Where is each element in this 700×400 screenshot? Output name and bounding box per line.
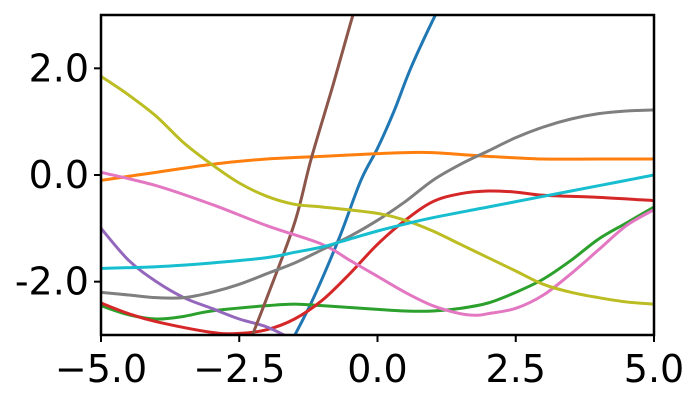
series-line-8 <box>101 108 654 300</box>
tick-layer: −5.0 −2.5 0.0 2.5 5.0 2.0 0.0 -2.0 <box>15 46 684 391</box>
series-line-4 <box>101 189 654 335</box>
series-line-10 <box>101 173 654 270</box>
y-tick-label: 2.0 <box>29 46 89 90</box>
series-line-2 <box>101 150 654 182</box>
series-layer <box>101 15 654 335</box>
x-tick-label: 5.0 <box>624 347 684 391</box>
x-tick-label: −2.5 <box>193 347 285 391</box>
series-line-1 <box>293 15 438 335</box>
series-line-7 <box>101 170 654 317</box>
series-line-6 <box>250 15 355 335</box>
x-tick-label: 0.0 <box>347 347 407 391</box>
x-tick-label: −5.0 <box>55 347 147 391</box>
series-line-9 <box>101 75 654 306</box>
x-tick-label: 2.5 <box>486 347 546 391</box>
y-tick-label: 0.0 <box>29 153 89 197</box>
series-line-3 <box>101 205 654 321</box>
y-tick-label: -2.0 <box>15 260 89 304</box>
series-line-5 <box>101 227 288 335</box>
plot-frame <box>99 13 656 337</box>
